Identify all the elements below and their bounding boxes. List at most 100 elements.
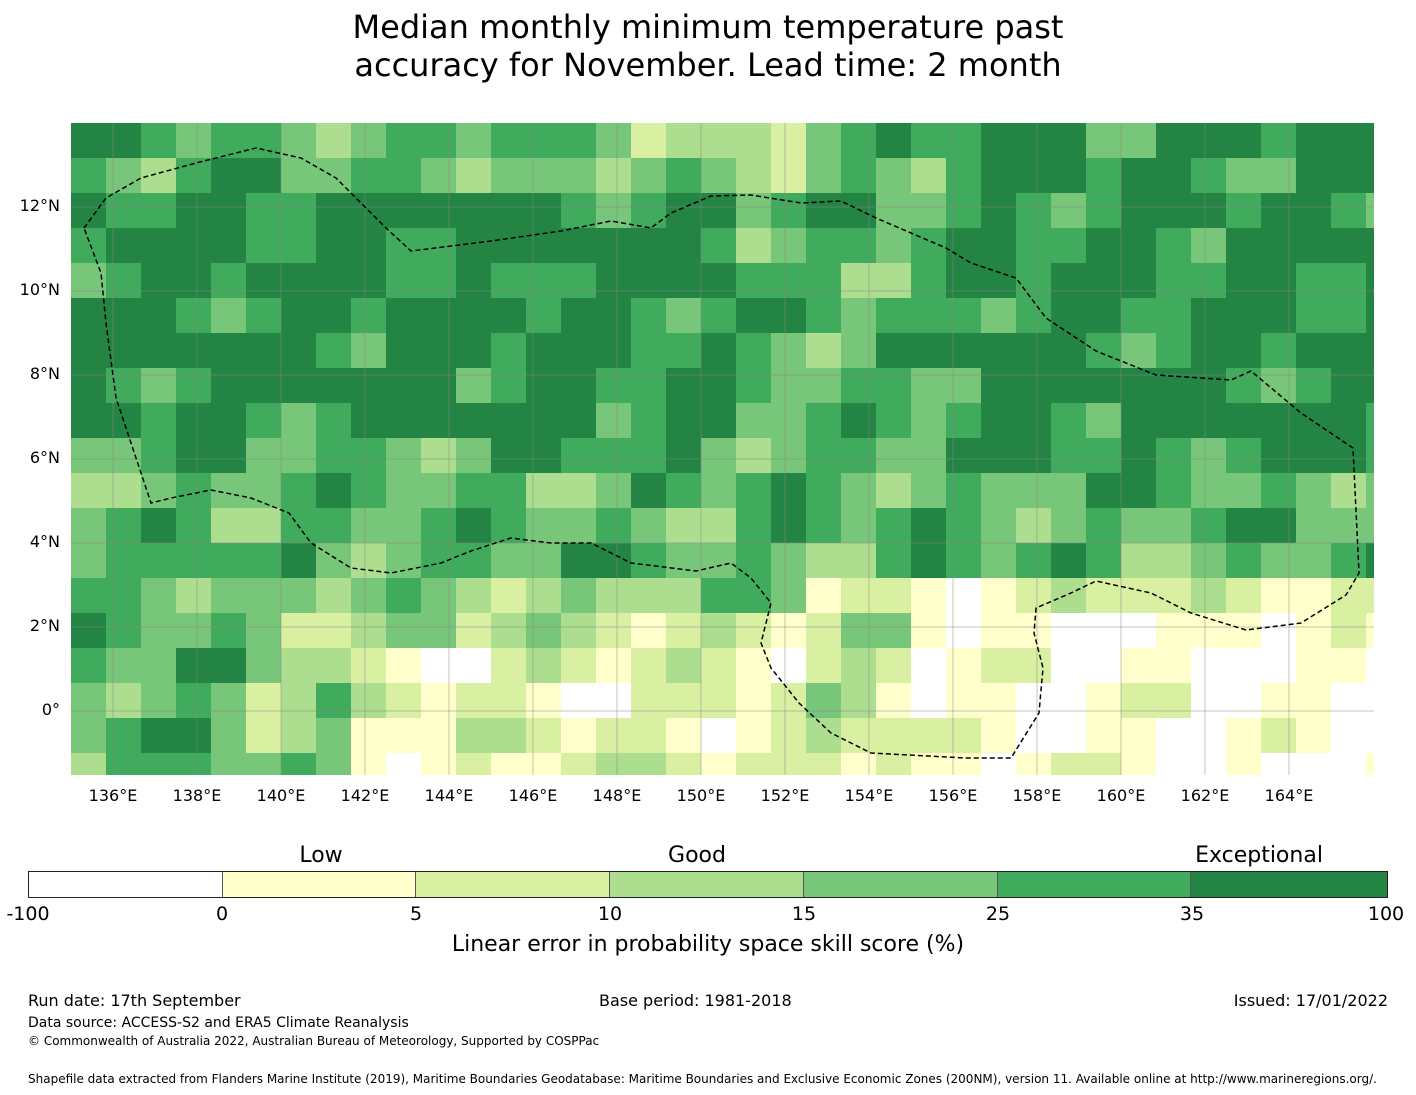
raster-cell	[351, 298, 386, 333]
raster-cell	[1366, 263, 1374, 298]
raster-cell	[666, 193, 701, 228]
raster-cell	[386, 438, 421, 473]
x-tick-144e: 144°E	[424, 786, 474, 805]
raster-cell	[631, 648, 666, 683]
raster-cell	[316, 543, 351, 578]
raster-cell	[911, 403, 946, 438]
raster-cell	[1331, 543, 1366, 578]
raster-cell	[71, 508, 106, 543]
raster-cell	[806, 403, 841, 438]
raster-cell	[1016, 298, 1051, 333]
raster-cell	[1121, 718, 1156, 753]
raster-cell	[561, 228, 596, 263]
raster-cell	[71, 193, 106, 228]
raster-cell	[666, 158, 701, 193]
raster-cell	[246, 403, 281, 438]
skill-score-map[interactable]	[71, 123, 1374, 775]
raster-cell	[491, 718, 526, 753]
raster-cell	[351, 683, 386, 718]
raster-cell	[211, 683, 246, 718]
raster-cell	[491, 158, 526, 193]
raster-cell	[1156, 403, 1191, 438]
raster-cell	[876, 543, 911, 578]
raster-cell	[316, 508, 351, 543]
raster-cell	[946, 648, 981, 683]
raster-cell	[1016, 648, 1051, 683]
raster-cell	[106, 473, 141, 508]
raster-cell	[1016, 438, 1051, 473]
raster-cell	[631, 473, 666, 508]
raster-cell	[456, 613, 491, 648]
raster-cell	[666, 543, 701, 578]
raster-cell	[981, 613, 1016, 648]
raster-cell	[841, 298, 876, 333]
colorbar-tick-neg100: -100	[6, 903, 50, 925]
x-tick-148e: 148°E	[592, 786, 642, 805]
raster-cell	[631, 193, 666, 228]
raster-cell	[841, 123, 876, 158]
raster-cell	[316, 578, 351, 613]
raster-cell	[631, 508, 666, 543]
raster-cell	[1226, 438, 1261, 473]
raster-cell	[316, 368, 351, 403]
raster-cell	[981, 543, 1016, 578]
raster-cell	[246, 298, 281, 333]
raster-cell	[211, 123, 246, 158]
raster-cell	[1331, 578, 1366, 613]
raster-cell	[561, 158, 596, 193]
colorbar-bin-6	[1191, 872, 1388, 897]
x-tick-138e: 138°E	[172, 786, 222, 805]
raster-cell	[1226, 508, 1261, 543]
raster-cell	[666, 123, 701, 158]
raster-cell	[281, 438, 316, 473]
raster-cell	[71, 753, 106, 775]
raster-cell	[771, 753, 806, 775]
raster-cell	[71, 228, 106, 263]
raster-cell	[1331, 333, 1366, 368]
raster-cell	[421, 333, 456, 368]
raster-cell	[71, 578, 106, 613]
raster-cell	[246, 438, 281, 473]
raster-cell	[386, 648, 421, 683]
raster-cell	[1051, 263, 1086, 298]
y-tick-6n: 6°N	[29, 448, 60, 467]
raster-cell	[1086, 473, 1121, 508]
raster-cell	[106, 543, 141, 578]
raster-cell	[1121, 753, 1156, 775]
raster-cell	[386, 123, 421, 158]
raster-cell	[526, 683, 561, 718]
raster-cell	[806, 333, 841, 368]
raster-cell	[1191, 333, 1226, 368]
raster-cell	[316, 228, 351, 263]
raster-cell	[736, 718, 771, 753]
raster-cell	[1261, 753, 1296, 775]
raster-cell	[981, 263, 1016, 298]
raster-cell	[526, 578, 561, 613]
raster-cell	[1261, 473, 1296, 508]
raster-cell	[211, 613, 246, 648]
raster-cell	[1051, 298, 1086, 333]
raster-cell	[421, 298, 456, 333]
raster-cell	[631, 123, 666, 158]
raster-cell	[806, 123, 841, 158]
raster-cell	[981, 298, 1016, 333]
raster-cell	[176, 368, 211, 403]
raster-cell	[1331, 473, 1366, 508]
raster-cell	[106, 193, 141, 228]
raster-cell	[491, 683, 526, 718]
raster-cell	[456, 473, 491, 508]
raster-cell	[176, 193, 211, 228]
raster-cell	[911, 578, 946, 613]
raster-cell	[1086, 403, 1121, 438]
raster-cell	[1366, 193, 1374, 228]
raster-cell	[526, 508, 561, 543]
raster-cell	[701, 613, 736, 648]
raster-cell	[631, 263, 666, 298]
raster-cell	[351, 123, 386, 158]
raster-cell	[1086, 193, 1121, 228]
x-tick-142e: 142°E	[340, 786, 390, 805]
raster-cell	[771, 298, 806, 333]
raster-cell	[526, 193, 561, 228]
raster-cell	[946, 683, 981, 718]
colorbar-tick-25: 25	[985, 903, 1011, 925]
